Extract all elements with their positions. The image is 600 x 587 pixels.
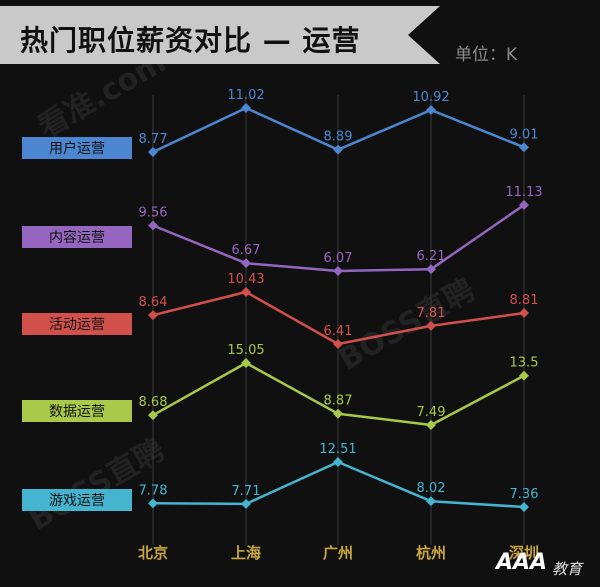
legend-label: 活动运营 (49, 317, 105, 333)
data-label: 7.71 (232, 484, 261, 499)
data-label: 9.56 (139, 206, 168, 221)
unit-label: 单位：K (455, 45, 518, 65)
data-label: 7.81 (417, 306, 446, 321)
data-point (333, 457, 343, 467)
data-point (241, 258, 251, 269)
data-label: 8.89 (324, 130, 353, 145)
legend-swatch (22, 137, 132, 159)
data-label: 8.77 (139, 132, 168, 147)
data-point (333, 266, 343, 276)
legend-swatch (22, 226, 132, 248)
data-point (148, 147, 158, 157)
legend-label: 内容运营 (49, 229, 105, 246)
data-label: 15.05 (227, 343, 264, 358)
x-tick-label: 上海 (231, 544, 261, 562)
data-point (333, 339, 343, 349)
data-point (426, 264, 436, 275)
data-label: 10.92 (412, 90, 449, 105)
title-banner: 热门职位薪资对比 — 运营 (0, 6, 440, 64)
data-label: 6.41 (324, 324, 353, 339)
data-point (148, 220, 158, 231)
data-point (241, 287, 251, 297)
legend-label: 游戏运营 (49, 493, 105, 509)
data-label: 8.64 (139, 295, 168, 310)
data-point (241, 358, 251, 368)
data-point (519, 370, 529, 381)
data-label: 12.51 (319, 442, 356, 457)
legend-swatch (22, 313, 132, 335)
legend-swatch (22, 400, 132, 422)
data-point (241, 498, 251, 509)
data-point (333, 144, 343, 155)
data-label: 10.43 (227, 272, 264, 287)
data-label: 6.67 (232, 243, 261, 258)
logo-subtext: 教育 (552, 560, 583, 578)
legend-label: 用户运营 (49, 140, 105, 157)
legend-label: 数据运营 (49, 404, 105, 420)
data-point (519, 142, 529, 153)
data-label: 8.68 (139, 395, 168, 410)
data-point (148, 498, 158, 509)
data-point (426, 496, 436, 507)
data-label: 9.01 (510, 127, 539, 142)
chart-title: 热门职位薪资对比 — 运营 (20, 24, 361, 57)
x-tick-label: 北京 (138, 544, 168, 562)
data-label: 7.78 (139, 483, 168, 498)
data-point (148, 310, 158, 321)
data-label: 6.07 (324, 251, 353, 266)
legend-swatch (22, 489, 132, 511)
x-tick-label: 广州 (323, 544, 353, 562)
data-point (241, 103, 251, 113)
data-point (148, 410, 158, 421)
x-tick-label: 深圳 (509, 544, 539, 562)
x-tick-label: 杭州 (416, 544, 446, 562)
data-point (426, 105, 436, 115)
data-point (519, 308, 529, 318)
data-label: 11.02 (227, 88, 264, 103)
data-point (519, 200, 529, 210)
data-point (519, 502, 529, 512)
data-label: 6.21 (417, 249, 446, 264)
data-label: 8.81 (510, 293, 539, 308)
data-point (426, 420, 436, 430)
brand-logo: AAA 教育 (496, 550, 596, 582)
data-point (426, 320, 436, 331)
data-label: 8.02 (417, 481, 446, 496)
data-label: 7.49 (417, 405, 446, 420)
data-label: 7.36 (510, 487, 539, 502)
data-label: 13.5 (510, 356, 539, 371)
data-label: 11.13 (505, 185, 542, 200)
data-point (333, 408, 343, 419)
data-label: 8.87 (324, 394, 353, 409)
logo-text: AAA (496, 550, 548, 575)
